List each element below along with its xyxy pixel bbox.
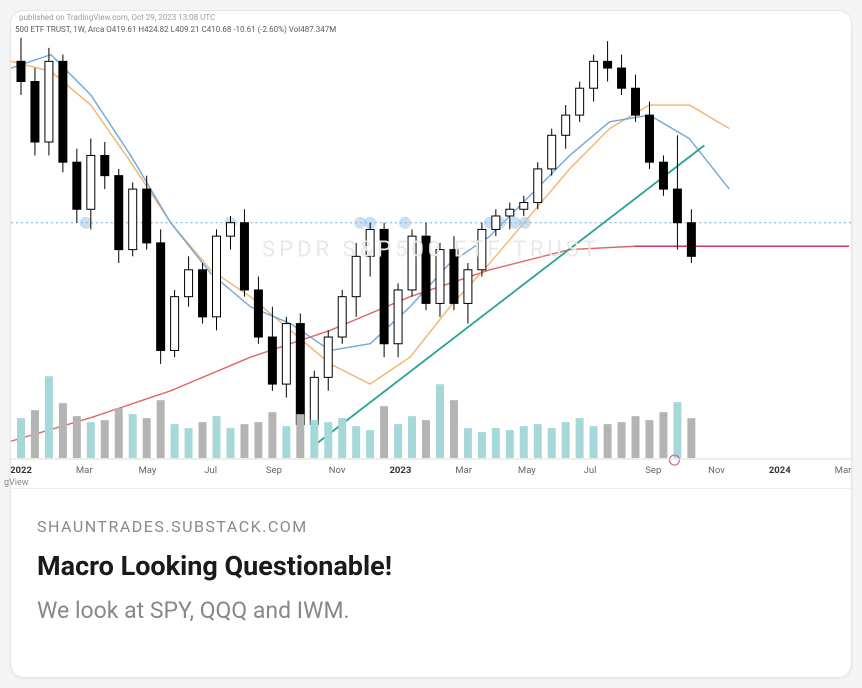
card-domain: SHAUNTRADES.SUBSTACK.COM	[37, 517, 825, 536]
chart-svg	[11, 11, 851, 488]
chart-ticker-line: 500 ETF TRUST, 1W, Arca O419.61 H424.82 …	[15, 25, 336, 34]
x-axis-label: Sep	[645, 465, 661, 476]
card-title: Macro Looking Questionable!	[37, 550, 825, 582]
x-axis: 2022 Mar May Jul Sep Nov 2023 Mar May Jul Sep Nov 20…	[11, 463, 851, 481]
x-axis-label: May	[139, 465, 157, 476]
chart-area: · published on TradingView.com, Oct 29, …	[11, 11, 851, 489]
x-axis-label: Nov	[329, 465, 346, 476]
x-axis-label: May	[518, 465, 536, 476]
x-axis-label: 2022	[11, 465, 32, 476]
x-axis-label: Mar	[76, 465, 93, 476]
x-axis-label: 2023	[389, 465, 411, 476]
x-axis-label: 2024	[769, 465, 791, 476]
card-subtitle: We look at SPY, QQQ and IWM.	[37, 596, 825, 626]
x-axis-label: Nov	[708, 465, 725, 476]
x-axis-label: Sep	[266, 465, 282, 476]
chart-publish-info: · published on TradingView.com, Oct 29, …	[15, 13, 215, 22]
x-axis-label: Mar	[835, 465, 851, 476]
card-meta: SHAUNTRADES.SUBSTACK.COM Macro Looking Q…	[11, 489, 851, 636]
x-axis-label: Jul	[584, 465, 597, 476]
preview-card[interactable]: · published on TradingView.com, Oct 29, …	[10, 10, 852, 678]
x-axis-label: Mar	[455, 465, 472, 476]
tradingview-brand: gView	[10, 478, 29, 488]
x-axis-label: Jul	[204, 465, 217, 476]
